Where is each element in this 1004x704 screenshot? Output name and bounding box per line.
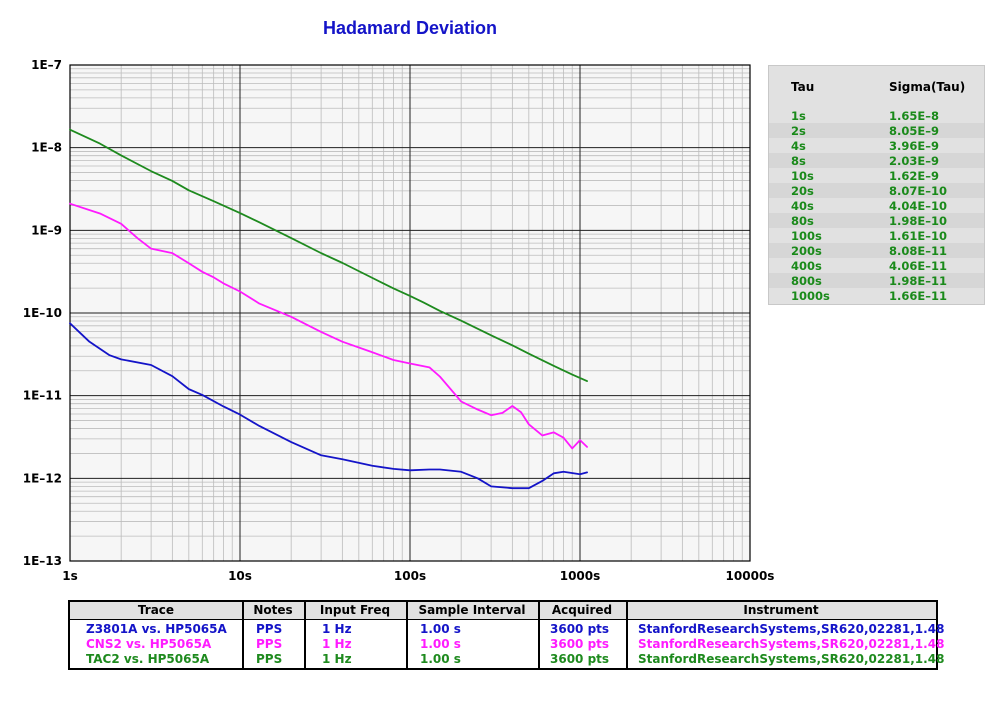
tau-table-row: 200s 8.08E–11 xyxy=(769,243,984,258)
trace-acquired: 3600 pts xyxy=(550,637,610,651)
trace-row: TAC2 vs. HP5065A PPS 1 Hz 1.00 s 3600 pts Sta… xyxy=(70,652,944,667)
trace-notes: PPS xyxy=(256,622,283,636)
trace-instrument: StanfordResearchSystems,SR620,02281,1.48 xyxy=(638,652,945,666)
header-notes: Notes xyxy=(253,603,293,617)
y-tick-label: 1E–12 xyxy=(23,471,62,485)
x-tick-label: 1000s xyxy=(560,569,601,583)
chart-title: Hadamard Deviation xyxy=(322,18,498,38)
column-divider xyxy=(304,602,306,668)
tau-table-row: 80s 1.98E–10 xyxy=(769,213,984,228)
x-tick-label: 10000s xyxy=(726,569,775,583)
header-acquired: Acquired xyxy=(551,603,613,617)
trace-name: CNS2 vs. HP5065A xyxy=(86,637,212,651)
x-tick-label: 100s xyxy=(394,569,426,583)
sigma-value: 1.98E–11 xyxy=(889,274,947,288)
header-trace: Trace xyxy=(137,603,175,617)
plot-area: 1s 10s 100s 1000s 10000s 1E–13 1E–12 1E–11 1E–10… xyxy=(23,58,775,583)
trace-name: TAC2 vs. HP5065A xyxy=(86,652,210,666)
trace-sample-interval: 1.00 s xyxy=(420,622,461,636)
trace-notes: PPS xyxy=(256,637,283,651)
y-tick-label: 1E–11 xyxy=(23,389,62,403)
trace-instrument: StanfordResearchSystems,SR620,02281,1.48 xyxy=(638,622,945,636)
trace-input-freq: 1 Hz xyxy=(322,637,352,651)
sigma-value: 1.65E–8 xyxy=(889,109,939,123)
tau-table-row: 20s 8.07E–10 xyxy=(769,183,984,198)
trace-input-freq: 1 Hz xyxy=(322,652,352,666)
tau-value: 100s xyxy=(791,229,822,243)
plot-border xyxy=(69,64,751,562)
tau-value: 80s xyxy=(791,214,814,228)
sigma-header-label: Sigma(Tau) xyxy=(889,80,966,94)
sigma-value: 4.04E–10 xyxy=(889,199,947,213)
tau-table-row: 400s 4.06E–11 xyxy=(769,258,984,273)
trace-row: CNS2 vs. HP5065A PPS 1 Hz 1.00 s 3600 pts Sta… xyxy=(70,637,944,652)
tau-value: 10s xyxy=(791,169,814,183)
column-divider xyxy=(406,602,408,668)
tau-value: 20s xyxy=(791,184,814,198)
sigma-value: 8.05E–9 xyxy=(889,124,939,138)
column-divider xyxy=(626,602,628,668)
header-instrument: Instrument xyxy=(743,603,819,617)
tau-value: 40s xyxy=(791,199,814,213)
tau-value: 200s xyxy=(791,244,822,258)
sigma-value: 1.66E–11 xyxy=(889,289,947,303)
tau-value: 1s xyxy=(791,109,806,123)
y-tick-label: 1E–7 xyxy=(31,58,62,72)
trace-sample-interval: 1.00 s xyxy=(420,637,461,651)
series-line xyxy=(69,128,588,383)
sigma-value: 1.61E–10 xyxy=(889,229,947,243)
sigma-value: 4.06E–11 xyxy=(889,259,947,273)
tau-table-row: 4s 3.96E–9 xyxy=(769,138,984,153)
trace-sample-interval: 1.00 s xyxy=(420,652,461,666)
tau-table-row: 1000s 1.66E–11 xyxy=(769,288,984,303)
tau-value: 400s xyxy=(791,259,822,273)
sigma-value: 8.07E–10 xyxy=(889,184,947,198)
tau-table-row: 100s 1.61E–10 xyxy=(769,228,984,243)
tau-table-row: 40s 4.04E–10 xyxy=(769,198,984,213)
tau-table-header: Tau Sigma(Tau) xyxy=(769,66,984,108)
sigma-value: 2.03E–9 xyxy=(889,154,939,168)
sigma-value: 8.08E–11 xyxy=(889,244,947,258)
trace-instrument: StanfordResearchSystems,SR620,02281,1.48 xyxy=(638,637,945,651)
tau-value: 1000s xyxy=(791,289,830,303)
header-sample-interval: Sample Interval xyxy=(418,603,526,617)
trace-name: Z3801A vs. HP5065A xyxy=(86,622,227,636)
column-divider xyxy=(538,602,540,668)
x-tick-label: 10s xyxy=(228,569,252,583)
tau-table-row: 10s 1.62E–9 xyxy=(769,168,984,183)
trace-notes: PPS xyxy=(256,652,283,666)
y-tick-label: 1E–13 xyxy=(23,554,62,568)
trace-table-header: Trace Notes Input Freq Sample Interval A… xyxy=(70,602,936,620)
tau-header-label: Tau xyxy=(791,80,815,94)
sigma-value: 1.62E–9 xyxy=(889,169,939,183)
tau-value: 8s xyxy=(791,154,806,168)
trace-input-freq: 1 Hz xyxy=(322,622,352,636)
tau-value: 800s xyxy=(791,274,822,288)
tau-value: 4s xyxy=(791,139,806,153)
y-tick-label: 1E–8 xyxy=(31,141,62,155)
tau-value: 2s xyxy=(791,124,806,138)
tau-sigma-table: Tau Sigma(Tau) 1s 1.65E–8 2s 8.05E–9 4s 3.96E… xyxy=(768,65,985,305)
x-tick-label: 1s xyxy=(62,569,78,583)
sigma-value: 3.96E–9 xyxy=(889,139,939,153)
series-line xyxy=(69,322,588,490)
y-tick-label: 1E–9 xyxy=(31,223,62,237)
trace-table: Trace Notes Input Freq Sample Interval A… xyxy=(68,600,944,670)
column-divider xyxy=(242,602,244,668)
y-tick-label: 1E–10 xyxy=(23,306,62,320)
trace-row: Z3801A vs. HP5065A PPS 1 Hz 1.00 s 3600 pts S… xyxy=(70,622,944,637)
header-input-freq: Input Freq xyxy=(319,603,391,617)
tau-table-row: 8s 2.03E–9 xyxy=(769,153,984,168)
tau-table-row: 800s 1.98E–11 xyxy=(769,273,984,288)
tau-table-row: 2s 8.05E–9 xyxy=(769,123,984,138)
tau-table-row: 1s 1.65E–8 xyxy=(769,108,984,123)
sigma-value: 1.98E–10 xyxy=(889,214,947,228)
series-line xyxy=(69,202,588,450)
trace-acquired: 3600 pts xyxy=(550,652,610,666)
trace-acquired: 3600 pts xyxy=(550,622,610,636)
